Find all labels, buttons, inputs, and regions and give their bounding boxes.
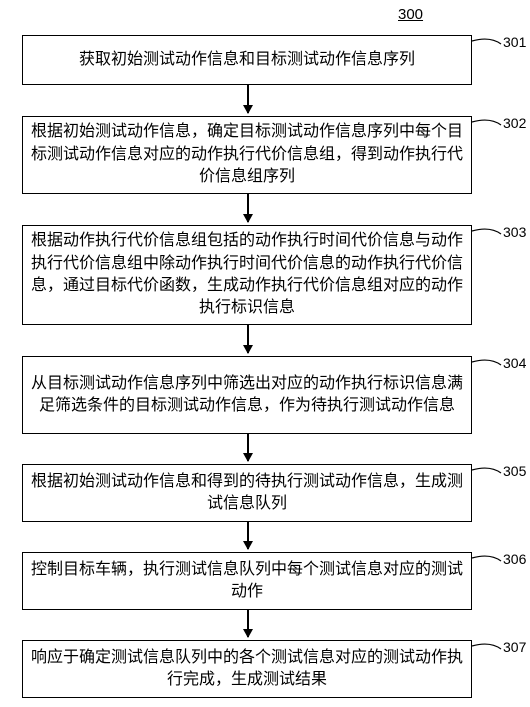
flow-arrow-6 [247, 610, 249, 637]
step-box-306: 控制目标车辆，执行测试信息队列中每个测试信息对应的测试动作 [22, 552, 472, 610]
step-box-301: 获取初始测试动作信息和目标测试动作信息序列 [22, 35, 472, 85]
flow-arrow-3 [247, 325, 249, 353]
step-text: 从目标测试动作信息序列中筛选出对应的动作执行标识信息满足筛选条件的目标测试动作信… [27, 373, 467, 418]
flow-arrow-2 [247, 194, 249, 222]
step-label-306: 306 [503, 551, 526, 567]
step-box-302: 根据初始测试动作信息，确定目标测试动作信息序列中每个目标测试动作信息对应的动作执… [22, 116, 472, 194]
step-box-305: 根据初始测试动作信息和得到的待执行测试动作信息，生成测试信息队列 [22, 464, 472, 522]
step-label-302: 302 [503, 115, 526, 131]
step-text: 获取初始测试动作信息和目标测试动作信息序列 [79, 49, 415, 71]
diagram-title: 300 [398, 6, 423, 23]
step-text: 根据动作执行代价信息组包括的动作执行时间代价信息与动作执行代价信息组中除动作执行… [27, 230, 467, 320]
step-text: 控制目标车辆，执行测试信息队列中每个测试信息对应的测试动作 [27, 559, 467, 604]
flow-arrow-5 [247, 522, 249, 549]
step-label-301: 301 [503, 34, 526, 50]
step-text: 响应于确定测试信息队列中的各个测试信息对应的测试动作执行完成，生成测试结果 [27, 647, 467, 692]
step-label-307: 307 [503, 639, 526, 655]
step-label-305: 305 [503, 463, 526, 479]
step-text: 根据初始测试动作信息和得到的待执行测试动作信息，生成测试信息队列 [27, 471, 467, 516]
step-box-307: 响应于确定测试信息队列中的各个测试信息对应的测试动作执行完成，生成测试结果 [22, 640, 472, 698]
step-box-304: 从目标测试动作信息序列中筛选出对应的动作执行标识信息满足筛选条件的目标测试动作信… [22, 356, 472, 434]
flow-arrow-1 [247, 85, 249, 113]
step-box-303: 根据动作执行代价信息组包括的动作执行时间代价信息与动作执行代价信息组中除动作执行… [22, 225, 472, 325]
flow-arrow-4 [247, 434, 249, 461]
step-label-304: 304 [503, 355, 526, 371]
step-label-303: 303 [503, 224, 526, 240]
step-text: 根据初始测试动作信息，确定目标测试动作信息序列中每个目标测试动作信息对应的动作执… [27, 121, 467, 188]
